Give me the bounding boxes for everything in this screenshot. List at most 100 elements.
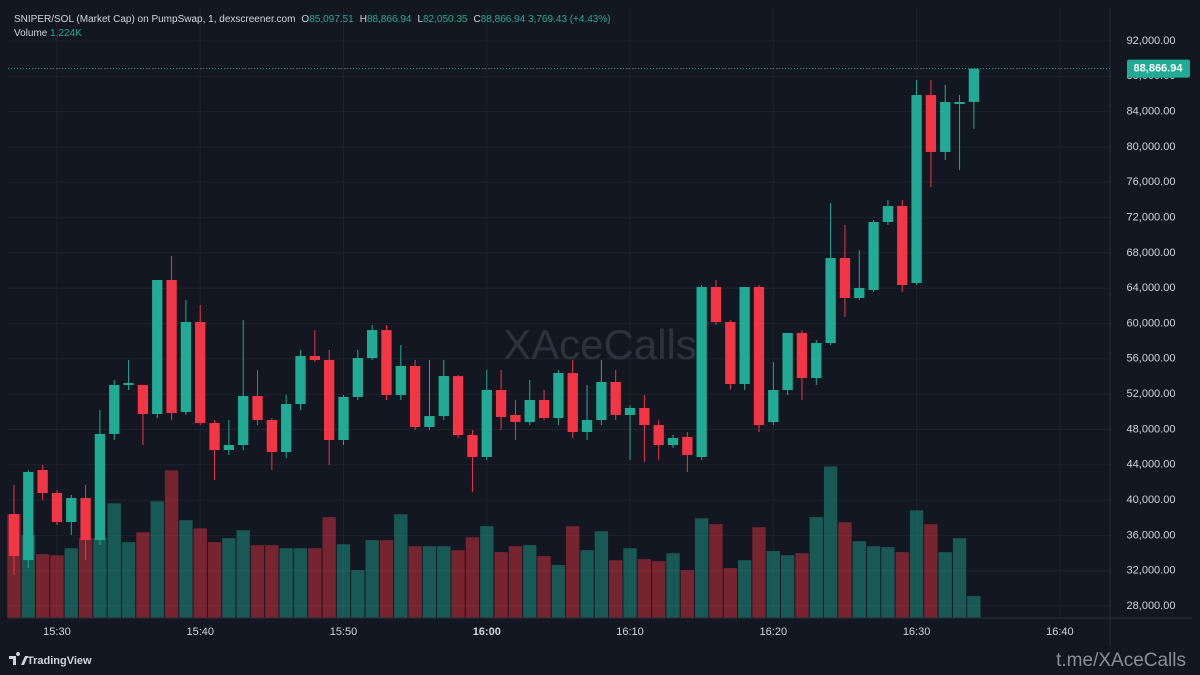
volume-bar — [480, 526, 494, 618]
volume-bar — [121, 542, 136, 618]
y-tick-label: 76,000.00 — [1127, 176, 1176, 188]
watermark: XAceCalls — [503, 321, 697, 368]
candle-body — [925, 95, 937, 152]
candle-body — [811, 343, 822, 378]
candle-body — [109, 384, 120, 434]
volume-bar — [737, 560, 752, 618]
x-tick-label: 16:10 — [616, 626, 644, 638]
volume-bar — [952, 538, 967, 618]
x-tick-label: 15:50 — [330, 626, 358, 638]
volume-bar — [938, 552, 952, 618]
candle-body — [538, 399, 550, 418]
volume-bar — [293, 548, 308, 618]
candle-body — [424, 416, 435, 427]
candle-body — [653, 425, 664, 446]
volume-bar — [723, 568, 737, 618]
volume-bar — [580, 550, 594, 618]
volume-bar — [881, 547, 895, 618]
last-price-label: 88,866.94 — [1134, 63, 1184, 75]
x-tick-label: 15:40 — [186, 626, 214, 638]
volume-bar — [437, 546, 451, 618]
x-tick-label: 16:40 — [1046, 626, 1074, 638]
volume-bar — [308, 548, 322, 618]
volume-bar — [508, 546, 523, 618]
volume-value: 1.224K — [50, 28, 82, 39]
volume-bar — [164, 470, 179, 618]
legend-row: SNIPER/SOL (Market Cap) on PumpSwap, 1, … — [14, 13, 611, 27]
volume-bar — [136, 532, 150, 618]
candle-body — [381, 330, 392, 396]
footer-link: t.me/XAceCalls — [1056, 650, 1186, 671]
candle-body — [495, 389, 507, 418]
volume-bar — [594, 531, 609, 618]
candle-body — [352, 358, 363, 397]
volume-bar — [50, 555, 64, 618]
volume-bar — [623, 548, 637, 618]
candle-body — [868, 221, 879, 290]
last-price-tag — [1127, 59, 1190, 78]
candle-body — [911, 95, 922, 283]
y-tick-label: 72,000.00 — [1127, 211, 1176, 223]
candle-body — [897, 206, 908, 286]
candle-body — [266, 420, 278, 452]
x-tick-label: 16:30 — [903, 626, 931, 638]
volume-bar — [494, 552, 508, 618]
legend-value: 82,050.35 — [423, 14, 468, 25]
volume-bar — [967, 596, 981, 618]
volume-bar — [279, 548, 293, 618]
y-tick-label: 32,000.00 — [1127, 565, 1176, 577]
grid — [8, 8, 1110, 618]
candle-body — [180, 322, 192, 412]
volume-bar — [107, 503, 121, 618]
volume-bar — [709, 524, 723, 618]
volume-bar — [866, 546, 881, 618]
candle-body — [281, 404, 292, 452]
volume-bar — [637, 559, 652, 618]
candle-body — [610, 381, 621, 415]
candle-body — [309, 356, 320, 360]
candle-body — [338, 396, 349, 440]
legend-change: 3,769.43 (+4.43%) — [528, 14, 611, 25]
candle-body — [366, 330, 378, 359]
volume-bar — [695, 518, 709, 618]
candle-body — [510, 414, 521, 423]
y-tick-label: 60,000.00 — [1127, 317, 1176, 329]
volume-bar — [451, 550, 465, 618]
y-tick-label: 80,000.00 — [1127, 141, 1176, 153]
candle-body — [80, 497, 91, 540]
candle-body — [753, 286, 765, 426]
y-tick-label: 84,000.00 — [1127, 106, 1176, 118]
volume-bar — [193, 528, 207, 618]
candle-body — [524, 399, 535, 423]
y-tick-label: 40,000.00 — [1127, 494, 1176, 506]
candle-body — [940, 102, 951, 152]
candle-body — [152, 279, 163, 415]
candle-body — [195, 322, 206, 424]
volume-bar — [895, 552, 909, 618]
volume-bar — [838, 522, 852, 618]
y-tick-label: 92,000.00 — [1127, 35, 1176, 47]
volume-bar — [179, 520, 193, 618]
volume-bar — [379, 540, 394, 618]
x-tick-label: 15:30 — [43, 626, 71, 638]
legend-key: L — [417, 14, 423, 25]
volume-bar — [809, 517, 823, 618]
x-tick-label: 16:00 — [473, 626, 501, 638]
legend-ohlc: O85,097.51 H88,866.94 L82,050.35 C88,866.94 — [295, 14, 525, 25]
candle-body — [782, 332, 793, 390]
candle-body — [696, 286, 707, 458]
volume-bar — [408, 546, 422, 618]
candle-body — [639, 408, 650, 426]
candle-body — [581, 420, 593, 433]
volume-bar — [680, 570, 695, 618]
candle-body — [137, 384, 149, 415]
candle-body — [166, 279, 177, 414]
candle-body — [37, 469, 48, 494]
candle-body — [954, 102, 965, 105]
volume-bar — [666, 553, 680, 618]
candle-body — [667, 438, 679, 446]
candle-body — [51, 493, 63, 522]
candle-body — [854, 288, 865, 299]
volume-bar — [35, 554, 50, 618]
